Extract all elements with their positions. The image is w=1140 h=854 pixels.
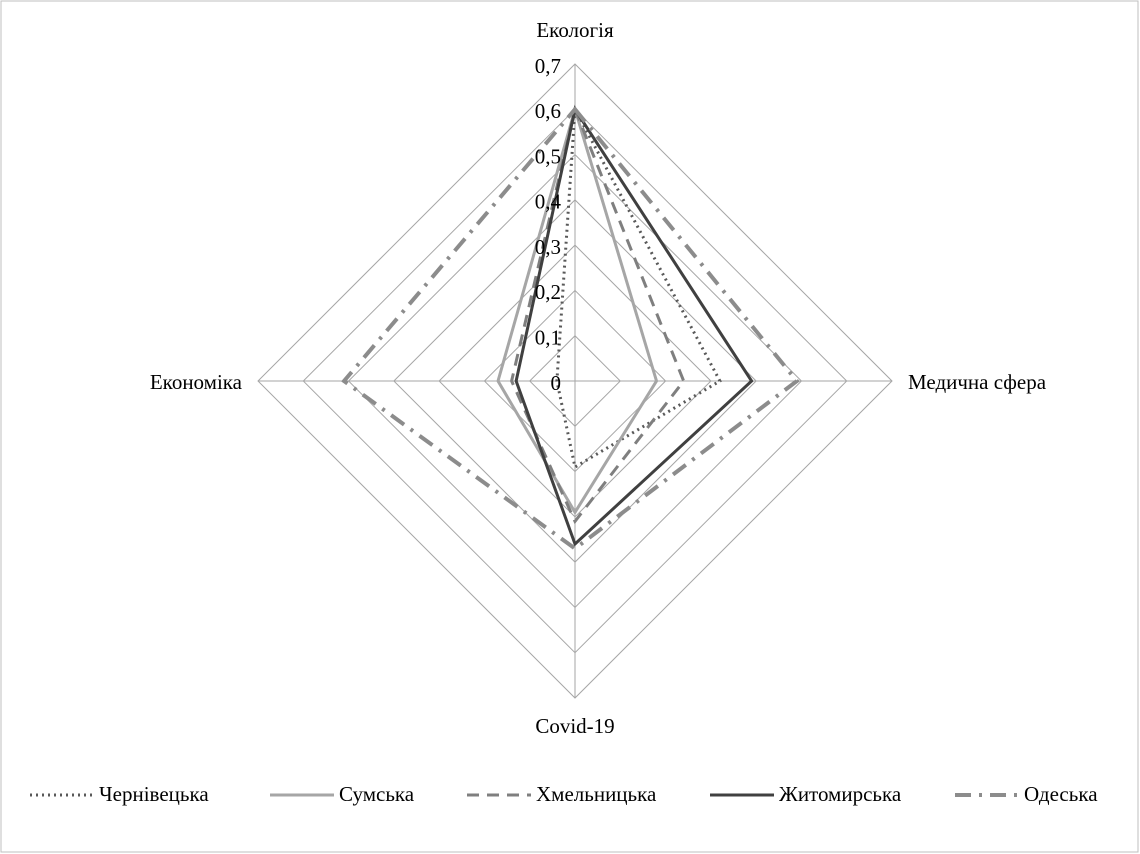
legend-label: Хмельницька (536, 782, 657, 806)
legend-label: Чернівецька (99, 782, 209, 806)
legend-label: Сумська (339, 782, 415, 806)
category-label: Медична сфера (908, 370, 1047, 394)
legend-label: Житомирська (779, 782, 902, 806)
r-tick-label: 0,5 (535, 144, 561, 168)
series-line (510, 104, 686, 525)
r-tick-label: 0,2 (535, 280, 561, 304)
series-line (496, 103, 659, 516)
category-label: Економіка (150, 370, 243, 394)
r-tick-label: 0,4 (535, 190, 562, 214)
category-label: Covid-19 (535, 714, 614, 738)
r-tick-label: 0,1 (535, 326, 561, 350)
series-line (555, 103, 722, 470)
r-tick-label: 0,6 (535, 99, 561, 123)
r-tick-label: 0,3 (535, 235, 561, 259)
series-line (341, 106, 800, 552)
r-tick-label: 0,7 (535, 54, 561, 78)
legend-label: Одеська (1024, 782, 1098, 806)
series-line (514, 105, 754, 547)
category-label: Екологія (536, 18, 614, 42)
r-tick-label: 0 (551, 371, 562, 395)
